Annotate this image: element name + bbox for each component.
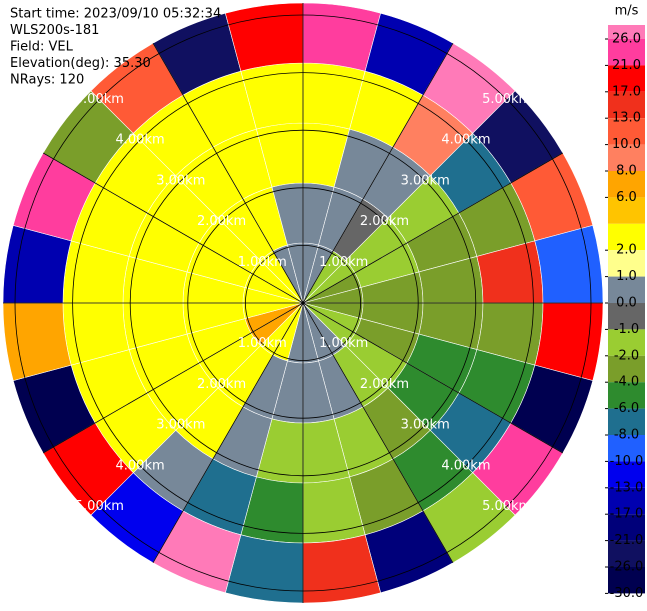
colorbar-tick-label: -8.0 (614, 428, 639, 443)
range-ring-label: 1.00km (319, 336, 368, 351)
header-line: NRays: 120 (10, 73, 84, 88)
range-ring-label: 2.00km (360, 377, 409, 392)
colorbar-segment (608, 540, 645, 567)
range-ring (187, 187, 419, 419)
colorbar-tick-label: 1.0 (616, 269, 637, 284)
range-ring-label: 1.00km (238, 336, 287, 351)
colorbar-tick-label: 13.0 (612, 111, 641, 126)
colorbar-tick-label: -1.0 (614, 322, 639, 337)
header-line: Start time: 2023/09/10 05:32:34 (10, 7, 221, 22)
colorbar-tick-label: -6.0 (614, 401, 639, 416)
colorbar-tick-label: -10.0 (610, 454, 644, 469)
colorbar-tick-label: -26.0 (610, 560, 644, 575)
range-ring-label: 5.00km (75, 92, 124, 107)
colorbar-tick-label: -21.0 (610, 533, 644, 548)
colorbar-title: m/s (615, 4, 639, 19)
range-ring-label: 5.00km (482, 92, 531, 107)
colorbar-tick-label: 26.0 (612, 32, 641, 47)
colorbar-tick-label: 21.0 (612, 58, 641, 73)
colorbar-tick-label: -2.0 (614, 348, 639, 363)
colorbar-tick-label: -13.0 (610, 480, 644, 495)
colorbar-segment (608, 461, 645, 488)
range-ring-label: 4.00km (441, 133, 490, 148)
header-line: Elevation(deg): 35.30 (10, 56, 151, 71)
range-ring (244, 244, 361, 361)
range-ring (14, 14, 592, 592)
range-ring-label: 2.00km (360, 214, 409, 229)
colorbar-tick-label: 17.0 (612, 84, 641, 99)
range-ring (72, 72, 534, 534)
range-ring-label: 3.00km (401, 418, 450, 433)
colorbar-segment (608, 171, 645, 198)
colorbar-segment (608, 118, 645, 145)
colorbar-segment (608, 65, 645, 92)
spoke (152, 42, 454, 564)
range-ring-label: 2.00km (197, 214, 246, 229)
colorbar-segment (608, 223, 645, 251)
colorbar-segment (608, 567, 645, 594)
colorbar-segment (608, 355, 645, 383)
colorbar-tick-label: -4.0 (614, 375, 639, 390)
range-ring-label: 1.00km (238, 255, 287, 270)
colorbar-segment (608, 144, 645, 171)
range-ring-label: 5.00km (482, 499, 531, 514)
colorbar-segment (608, 25, 645, 39)
colorbar-segment (608, 408, 645, 435)
colorbar-tick-label: 2.0 (616, 243, 637, 258)
colorbar-segment (608, 276, 645, 303)
colorbar-segment (608, 39, 645, 66)
colorbar-tick-label: 0.0 (616, 296, 637, 311)
colorbar-tick-label: -17.0 (610, 507, 644, 522)
range-ring-label: 4.00km (441, 458, 490, 473)
colorbar-segment (608, 435, 645, 462)
colorbar-segment (608, 514, 645, 541)
range-ring (129, 129, 477, 477)
range-ring-label: 1.00km (319, 255, 368, 270)
range-ring-label: 3.00km (156, 173, 205, 188)
range-ring-label: 3.00km (401, 173, 450, 188)
colorbar-tick-label: 8.0 (616, 164, 637, 179)
header-line: Field: VEL (10, 40, 74, 55)
colorbar-segment (608, 382, 645, 409)
range-ring-label: 2.00km (197, 377, 246, 392)
colorbar-segment (608, 91, 645, 119)
range-ring-label: 5.00km (75, 499, 124, 514)
range-ring-label: 3.00km (156, 418, 205, 433)
colorbar-segment (608, 487, 645, 515)
colorbar-segment (608, 329, 645, 356)
range-ring-label: 4.00km (116, 458, 165, 473)
colorbar-segment (608, 197, 645, 224)
colorbar-segment (608, 250, 645, 277)
colorbar-tick-label: 10.0 (612, 137, 641, 152)
range-ring-label: 4.00km (116, 133, 165, 148)
colorbar-tick-label: -30.0 (610, 586, 644, 601)
header-line: WLS200s-181 (10, 23, 99, 38)
colorbar-tick-label: 6.0 (616, 190, 637, 205)
colorbar-segment (608, 303, 645, 330)
